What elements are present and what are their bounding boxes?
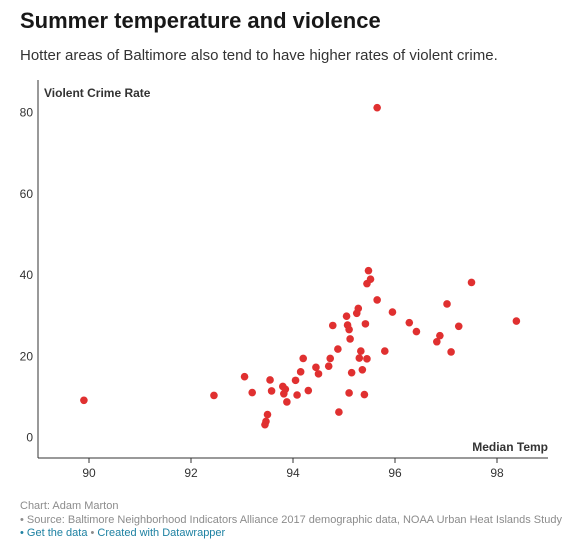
x-axis-ticks: 90 92 94 96 98 <box>82 458 504 480</box>
scatter-point <box>436 331 444 340</box>
scatter-point <box>345 389 353 397</box>
scatter-point <box>314 370 323 378</box>
scatter-point <box>293 391 301 399</box>
scatter-point <box>347 368 356 377</box>
scatter-point <box>304 386 313 395</box>
data-points <box>80 103 521 429</box>
scatter-point <box>360 390 369 399</box>
scatter-point <box>358 366 367 374</box>
scatter-point <box>355 354 364 362</box>
scatter-point <box>291 376 300 385</box>
scatter-point <box>299 354 308 363</box>
x-tick-label: 94 <box>286 466 300 480</box>
scatter-point <box>354 304 363 313</box>
datawrapper-link[interactable]: Created with Datawrapper <box>97 527 226 539</box>
scatter-point <box>454 322 463 331</box>
scatter-point <box>447 348 455 356</box>
scatter-point <box>312 363 320 372</box>
scatter-point <box>366 275 375 283</box>
scatter-point <box>296 368 305 376</box>
y-tick-label: 80 <box>20 106 34 120</box>
scatter-point <box>248 388 256 397</box>
chart-subtitle: Hotter areas of Baltimore also tend to h… <box>20 47 498 64</box>
y-tick-label: 60 <box>20 187 34 201</box>
get-data-link[interactable]: • Get the data <box>20 527 88 539</box>
scatter-point <box>357 347 365 355</box>
scatter-point <box>267 387 276 395</box>
y-tick-label: 40 <box>20 268 34 282</box>
scatter-point <box>210 391 218 400</box>
scatter-point <box>342 312 351 320</box>
y-tick-label: 20 <box>20 349 34 363</box>
scatter-point <box>346 335 354 343</box>
chart-credit: Chart: Adam Marton <box>20 500 119 512</box>
x-axis-label: Median Temp <box>472 440 548 454</box>
scatter-point <box>443 300 451 308</box>
scatter-point <box>433 337 441 346</box>
scatter-point <box>512 317 521 325</box>
scatter-point <box>363 355 371 363</box>
chart-source: • Source: Baltimore Neighborhood Indicat… <box>20 513 562 526</box>
scatter-point <box>412 327 421 336</box>
scatter-point <box>80 396 88 405</box>
scatter-point <box>281 385 290 394</box>
x-tick-label: 90 <box>82 466 96 480</box>
y-tick-label: 0 <box>26 431 33 445</box>
scatter-point <box>373 296 381 304</box>
scatter-point <box>263 410 272 419</box>
scatter-point <box>266 376 274 384</box>
scatter-point <box>388 308 397 316</box>
scatter-point <box>381 347 389 355</box>
x-tick-label: 92 <box>184 466 198 480</box>
scatter-point <box>345 325 353 334</box>
chart-title: Summer temperature and violence <box>20 8 381 33</box>
scatter-point <box>240 372 249 381</box>
y-axis-ticks: 0 20 40 60 80 <box>20 106 34 445</box>
scatter-point <box>405 318 414 327</box>
x-tick-label: 96 <box>388 466 402 480</box>
footer-separator: • <box>87 527 98 539</box>
chart-footer: Chart: Adam Marton • Source: Baltimore N… <box>20 500 562 541</box>
y-axis-label: Violent Crime Rate <box>44 86 151 100</box>
scatter-point <box>262 417 270 426</box>
footer-links: • Get the data • Created with Datawrappe… <box>20 527 562 541</box>
scatter-point <box>326 354 335 363</box>
scatter-point <box>283 398 291 406</box>
scatter-point <box>324 362 333 370</box>
scatter-point <box>361 320 370 328</box>
x-tick-label: 98 <box>490 466 504 480</box>
scatter-point <box>328 321 337 330</box>
scatter-point <box>335 408 343 416</box>
scatter-point <box>334 345 342 353</box>
scatter-point <box>364 266 373 275</box>
scatter-point <box>373 103 381 112</box>
scatter-point <box>467 278 476 287</box>
